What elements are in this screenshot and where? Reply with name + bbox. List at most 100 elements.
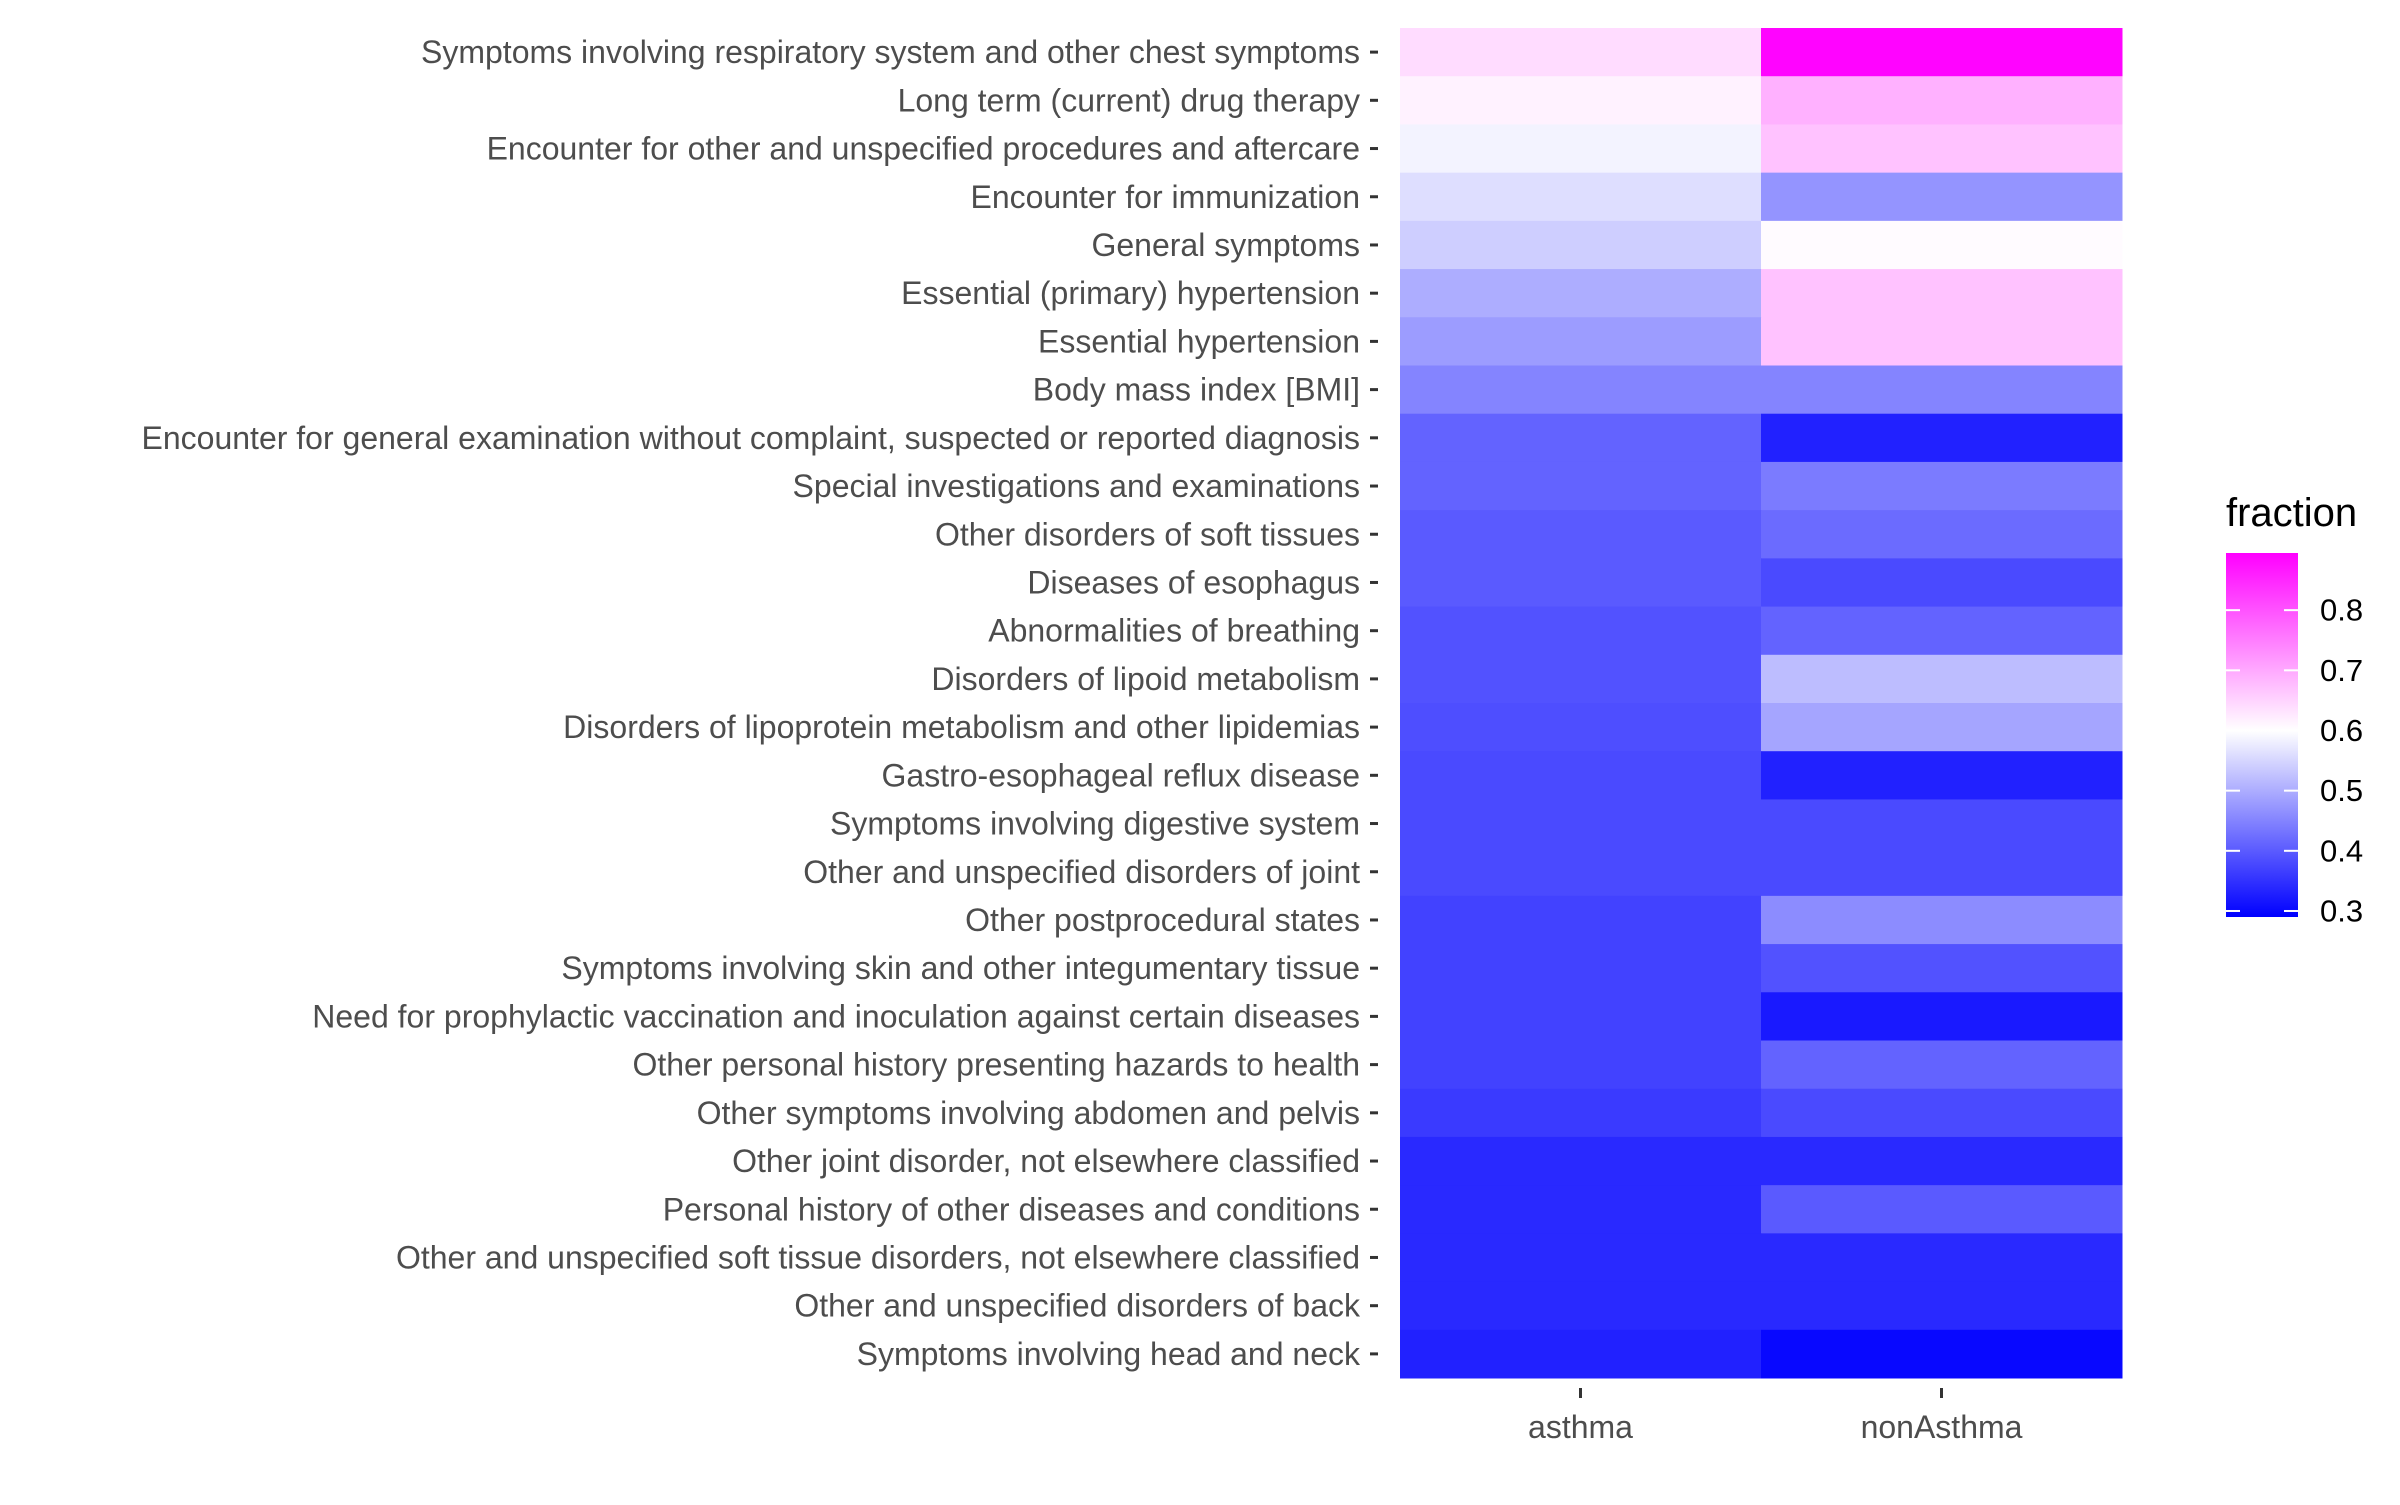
heatmap-cell (1400, 1281, 1762, 1331)
heatmap-cell (1400, 751, 1762, 800)
legend-title: fraction (2226, 491, 2357, 535)
y-tick-label: Other and unspecified soft tissue disord… (396, 1239, 1360, 1275)
y-tick-label: Special investigations and examinations (793, 468, 1360, 504)
heatmap-cell (1761, 269, 2123, 318)
heatmap-cell (1400, 413, 1762, 463)
heatmap-cell (1400, 1329, 1762, 1379)
heatmap-cell (1761, 28, 2123, 77)
heatmap-cell (1761, 944, 2123, 993)
heatmap-cell (1400, 1233, 1762, 1283)
heatmap-cell (1400, 461, 1762, 511)
x-tick-label: nonAsthma (1861, 1409, 2023, 1445)
y-tick-label: Diseases of esophagus (1027, 564, 1360, 600)
y-tick-label: Other and unspecified disorders of back (794, 1288, 1361, 1324)
y-tick-label: Long term (current) drug therapy (898, 82, 1360, 118)
heatmap-cell (1761, 365, 2123, 415)
y-tick-label: Personal history of other diseases and c… (663, 1191, 1360, 1227)
heatmap-cells (1400, 28, 2123, 1379)
heatmap-cell (1761, 1136, 2123, 1186)
y-tick-label: Encounter for other and unspecified proc… (487, 131, 1360, 167)
y-axis: Symptoms involving respiratory system an… (142, 34, 1378, 1372)
heatmap-cell (1761, 1185, 2123, 1234)
legend-tick-label: 0.6 (2320, 713, 2363, 748)
heatmap-cell (1761, 124, 2123, 174)
y-tick-label: Need for prophylactic vaccination and in… (312, 998, 1360, 1034)
y-tick-label: Symptoms involving respiratory system an… (421, 34, 1360, 70)
heatmap-cell (1761, 510, 2123, 559)
heatmap-cell (1400, 220, 1762, 270)
y-tick-label: Symptoms involving skin and other integu… (561, 950, 1360, 986)
heatmap-cell (1400, 703, 1762, 752)
y-tick-label: General symptoms (1091, 227, 1360, 263)
heatmap-cell (1761, 1233, 2123, 1283)
heatmap-cell (1761, 895, 2123, 945)
heatmap-cell (1400, 654, 1762, 704)
y-tick-label: Encounter for immunization (970, 179, 1360, 215)
y-tick-label: Other personal history presenting hazard… (632, 1047, 1360, 1083)
legend-tick-label: 0.3 (2320, 893, 2363, 928)
y-tick-label: Other postprocedural states (965, 902, 1360, 938)
y-tick-label: Disorders of lipoprotein metabolism and … (563, 709, 1360, 745)
heatmap-cell (1400, 1088, 1762, 1138)
legend-color-bar (2226, 553, 2298, 917)
heatmap-cell (1400, 510, 1762, 559)
heatmap-cell (1761, 317, 2123, 366)
heatmap-cell (1400, 76, 1762, 125)
legend-tick-label: 0.5 (2320, 773, 2363, 808)
heatmap-cell (1400, 124, 1762, 174)
y-tick-label: Essential hypertension (1038, 323, 1360, 359)
heatmap-cell (1400, 895, 1762, 945)
y-tick-label: Other disorders of soft tissues (935, 516, 1360, 552)
heatmap-cell (1761, 220, 2123, 270)
heatmap-cell (1761, 172, 2123, 222)
heatmap-cell (1761, 413, 2123, 463)
x-tick-label: asthma (1528, 1409, 1633, 1445)
y-tick-label: Essential (primary) hypertension (901, 275, 1360, 311)
y-tick-label: Encounter for general examination withou… (142, 420, 1360, 456)
y-tick-label: Symptoms involving digestive system (830, 806, 1360, 842)
legend-tick-label: 0.7 (2320, 653, 2363, 688)
heatmap-cell (1400, 944, 1762, 993)
y-tick-label: Symptoms involving head and neck (857, 1336, 1361, 1372)
heatmap-cell (1400, 317, 1762, 366)
y-tick-label: Gastro-esophageal reflux disease (882, 757, 1361, 793)
heatmap-cell (1400, 992, 1762, 1041)
heatmap-cell (1400, 558, 1762, 608)
x-axis: asthma nonAsthma (1528, 1388, 2023, 1445)
heatmap-cell (1400, 172, 1762, 222)
heatmap-cell (1400, 606, 1762, 656)
heatmap-cell (1761, 1088, 2123, 1138)
heatmap-cell (1400, 847, 1762, 897)
y-tick-label: Body mass index [BMI] (1033, 372, 1360, 408)
heatmap-cell (1761, 1281, 2123, 1331)
heatmap-cell (1761, 1329, 2123, 1379)
heatmap-cell (1761, 461, 2123, 511)
heatmap-cell (1761, 1040, 2123, 1090)
y-tick-label: Other joint disorder, not elsewhere clas… (732, 1143, 1360, 1179)
y-tick-label: Other and unspecified disorders of joint (803, 854, 1360, 890)
heatmap-cell (1400, 365, 1762, 415)
heatmap-cell (1400, 269, 1762, 318)
heatmap-cell (1761, 751, 2123, 800)
y-tick-label: Abnormalities of breathing (988, 613, 1360, 649)
legend-tick-label: 0.4 (2320, 833, 2363, 868)
heatmap-cell (1761, 703, 2123, 752)
legend-ticks: 0.8 0.7 0.6 0.5 0.4 0.3 (2226, 593, 2363, 928)
heatmap-cell (1761, 606, 2123, 656)
heatmap-cell (1761, 799, 2123, 849)
y-tick-label: Other symptoms involving abdomen and pel… (697, 1095, 1360, 1131)
heatmap-cell (1400, 1185, 1762, 1234)
heatmap-cell (1400, 1136, 1762, 1186)
heatmap-cell (1400, 1040, 1762, 1090)
y-tick-label: Disorders of lipoid metabolism (931, 661, 1360, 697)
heatmap-cell (1761, 992, 2123, 1041)
heatmap-cell (1761, 847, 2123, 897)
heatmap-cell (1761, 76, 2123, 125)
heatmap-cell (1761, 654, 2123, 704)
heatmap-cell (1761, 558, 2123, 608)
legend-tick-label: 0.8 (2320, 593, 2363, 628)
heatmap-cell (1400, 28, 1762, 77)
heatmap-cell (1400, 799, 1762, 849)
